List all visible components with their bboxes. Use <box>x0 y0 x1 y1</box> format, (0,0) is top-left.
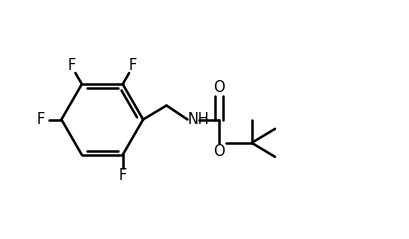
Text: F: F <box>67 58 75 73</box>
Text: F: F <box>36 112 45 127</box>
Text: O: O <box>212 144 224 159</box>
Text: F: F <box>118 168 126 183</box>
Text: O: O <box>213 80 224 95</box>
Text: F: F <box>129 58 137 73</box>
Text: NH: NH <box>187 112 209 127</box>
